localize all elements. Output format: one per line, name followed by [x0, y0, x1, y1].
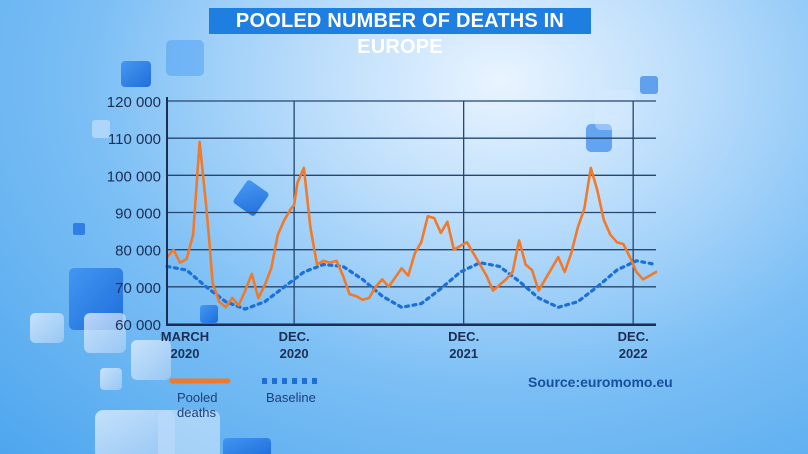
- legend-pooled-label-line2: deaths: [177, 405, 217, 420]
- legend-pooled-label: Pooled deaths: [177, 390, 217, 420]
- cube-shape: [92, 120, 110, 138]
- chart-series: [165, 140, 658, 311]
- x-tick-label-month: DEC.: [448, 329, 479, 344]
- pooled-deaths-line: [165, 140, 658, 309]
- y-tick-label: 110 000: [108, 131, 161, 148]
- legend-pooled-label-line1: Pooled: [177, 390, 218, 405]
- cube-shape: [200, 305, 218, 323]
- legend-baseline-label: Baseline: [266, 390, 316, 405]
- cube-shape: [121, 61, 151, 87]
- x-tick-label-year: 2020: [280, 346, 309, 361]
- cube-shape: [233, 180, 269, 216]
- cube-shape: [640, 76, 658, 94]
- chart-axes: [166, 97, 656, 326]
- baseline-line: [165, 259, 658, 311]
- source-text: Source:euromomo.eu: [528, 374, 673, 390]
- cube-shape: [158, 410, 220, 454]
- x-axis-tick-labels: MARCH 2020 DEC. 2020 DEC. 2021 DEC. 2022: [161, 329, 649, 361]
- x-tick-label-month: MARCH: [161, 329, 209, 344]
- cube-shape: [223, 438, 271, 454]
- cube-shape: [30, 313, 64, 343]
- cube-shape: [595, 90, 635, 130]
- light-cubes: [30, 90, 635, 454]
- cube-shape: [131, 340, 171, 380]
- x-tick-label-year: 2020: [171, 346, 200, 361]
- y-tick-label: 70 000: [115, 280, 161, 297]
- x-tick-label-month: DEC.: [618, 329, 649, 344]
- x-tick-label-year: 2021: [449, 346, 478, 361]
- cube-shape: [100, 368, 122, 390]
- y-tick-label: 90 000: [115, 206, 161, 223]
- cube-shape: [166, 40, 204, 76]
- y-tick-label: 100 000: [107, 168, 161, 185]
- cube-shape: [73, 223, 85, 235]
- y-tick-label: 80 000: [115, 243, 161, 260]
- cube-shape: [84, 313, 126, 353]
- y-tick-label: 60 000: [115, 317, 161, 334]
- x-tick-label-month: DEC.: [279, 329, 310, 344]
- x-tick-label-year: 2022: [619, 346, 648, 361]
- y-axis-tick-labels: 120 000 110 000 100 000 90 000 80 000 70 000 6…: [107, 94, 161, 334]
- y-tick-label: 120 000: [107, 94, 161, 111]
- chart-title: POOLED NUMBER OF DEATHS IN EUROPE: [209, 8, 591, 58]
- cube-shape: [95, 410, 175, 454]
